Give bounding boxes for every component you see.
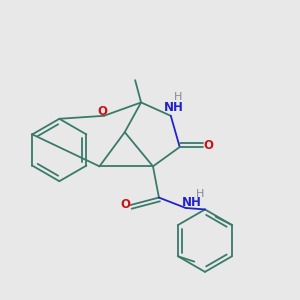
Text: H: H	[196, 189, 205, 199]
Text: NH: NH	[182, 196, 202, 209]
Text: O: O	[120, 198, 130, 211]
Text: O: O	[98, 106, 107, 118]
Text: NH: NH	[164, 101, 184, 114]
Text: H: H	[174, 92, 182, 102]
Text: O: O	[203, 139, 213, 152]
